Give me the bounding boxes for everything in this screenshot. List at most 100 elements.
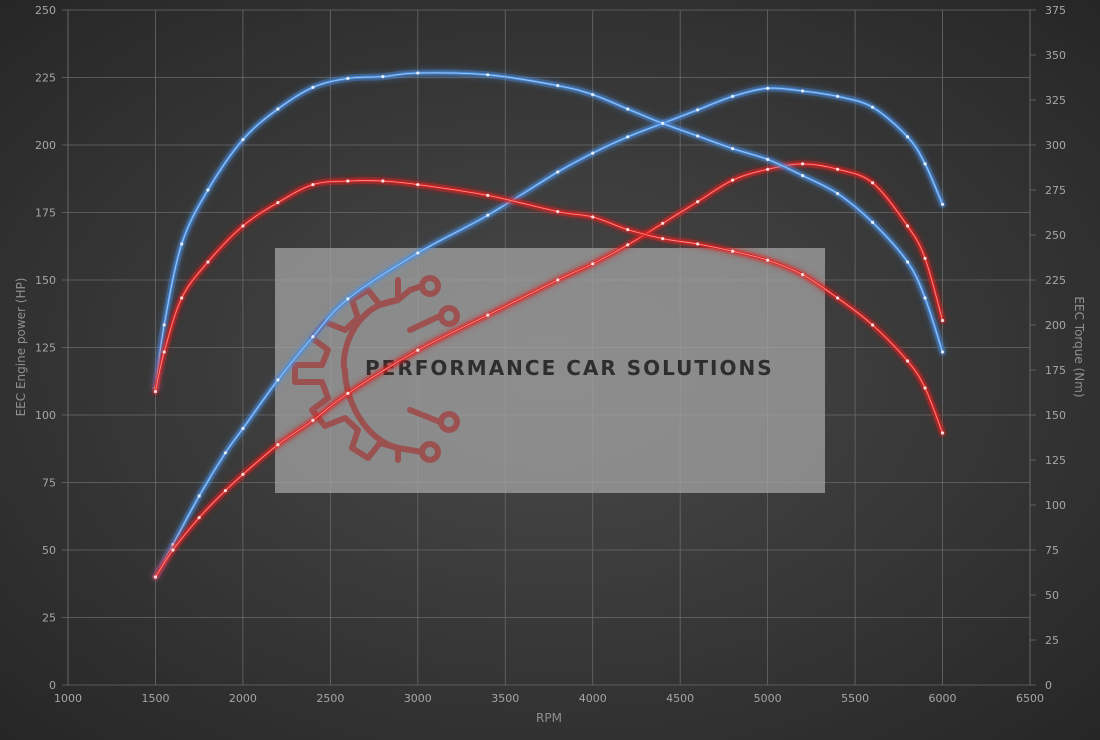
watermark-text: PERFORMANCE CAR SOLUTIONS <box>365 356 774 380</box>
series-point <box>311 183 315 187</box>
series-point <box>180 296 184 300</box>
y-right-tick-label: 250 <box>1045 229 1066 242</box>
series-point <box>696 108 700 112</box>
x-tick-label: 1000 <box>54 692 82 705</box>
series-point <box>197 494 201 498</box>
series-line-highlight <box>155 163 943 578</box>
y-left-tick-label: 50 <box>42 544 56 557</box>
y-left-tick-label: 200 <box>35 139 56 152</box>
x-tick-label: 3000 <box>404 692 432 705</box>
series-point <box>346 179 350 183</box>
series-point <box>486 73 490 77</box>
y-right-tick-label: 50 <box>1045 589 1059 602</box>
series-point <box>180 242 184 246</box>
series-point <box>940 318 945 323</box>
series-point <box>626 228 630 232</box>
series-point <box>486 313 490 317</box>
series-point <box>836 167 840 171</box>
x-tick-label: 5500 <box>841 692 869 705</box>
series-point <box>870 105 875 109</box>
series-point <box>801 89 805 93</box>
series-point <box>416 251 420 255</box>
series-point <box>416 183 420 187</box>
series-point <box>870 220 875 224</box>
series-group <box>152 69 946 581</box>
series-point <box>311 418 315 422</box>
series-point <box>870 181 875 185</box>
y-left-axis-title: EEC Engine power (HP) <box>14 278 28 417</box>
series-point <box>731 147 735 151</box>
series-2 <box>152 69 946 392</box>
y-right-tick-label: 100 <box>1045 499 1066 512</box>
series-point <box>940 431 945 435</box>
y-right-tick-label: 75 <box>1045 544 1059 557</box>
series-line-highlight <box>155 87 943 578</box>
y-right-tick-label: 275 <box>1045 184 1066 197</box>
series-point <box>940 350 945 354</box>
series-point <box>556 170 560 174</box>
series-point <box>223 489 228 493</box>
series-point <box>346 76 350 80</box>
series-point <box>153 390 158 394</box>
series-point <box>661 221 665 225</box>
y-right-tick-label: 25 <box>1045 634 1059 647</box>
series-point <box>241 472 245 476</box>
axis-labels: 1000 1500 2000 2500 3000 3500 4000 4500 5000 5500… <box>35 4 1066 705</box>
series-point <box>416 348 420 352</box>
y-left-tick-label: 150 <box>35 274 56 287</box>
y-left-tick-label: 100 <box>35 409 56 422</box>
series-point <box>311 335 315 339</box>
series-point <box>416 71 420 75</box>
y-right-tick-label: 150 <box>1045 409 1066 422</box>
series-point <box>626 243 630 247</box>
series-point <box>241 224 245 228</box>
x-tick-label: 6000 <box>929 692 957 705</box>
series-point <box>486 193 490 197</box>
series-point <box>591 151 595 155</box>
series-point <box>905 260 910 264</box>
x-tick-label: 4000 <box>579 692 607 705</box>
series-point <box>923 296 927 300</box>
x-tick-label: 6500 <box>1016 692 1044 705</box>
series-point <box>556 210 560 214</box>
series-point <box>556 278 560 282</box>
series-point <box>731 178 735 182</box>
y-left-tick-label: 125 <box>35 342 56 355</box>
series-point <box>661 237 665 241</box>
series-point <box>162 350 166 354</box>
y-right-tick-label: 325 <box>1045 94 1066 107</box>
series-point <box>731 249 735 253</box>
series-point <box>905 224 910 228</box>
series-point <box>346 297 350 301</box>
series-point <box>626 107 630 111</box>
series-point <box>696 134 700 138</box>
series-point <box>766 258 770 262</box>
series-point <box>206 188 210 192</box>
series-point <box>836 94 840 98</box>
series-point <box>311 85 315 89</box>
y-left-tick-label: 175 <box>35 207 56 220</box>
series-point <box>381 179 385 183</box>
series-point <box>766 157 770 161</box>
x-tick-label: 3500 <box>491 692 519 705</box>
series-point <box>591 93 595 97</box>
series-point <box>381 75 385 79</box>
series-0 <box>152 84 946 581</box>
y-right-tick-label: 175 <box>1045 364 1066 377</box>
series-point <box>556 84 560 88</box>
series-point <box>801 174 805 178</box>
x-tick-label: 2000 <box>229 692 257 705</box>
series-point <box>171 548 175 552</box>
x-tick-label: 2500 <box>316 692 344 705</box>
x-tick-label: 5000 <box>754 692 782 705</box>
y-right-tick-label: 350 <box>1045 49 1066 62</box>
series-point <box>276 378 280 382</box>
series-1 <box>152 160 946 581</box>
y-right-tick-label: 0 <box>1045 679 1052 692</box>
series-point <box>276 107 280 111</box>
series-point <box>153 575 158 579</box>
series-point <box>801 162 805 166</box>
series-point <box>206 260 210 264</box>
series-3 <box>152 177 946 437</box>
